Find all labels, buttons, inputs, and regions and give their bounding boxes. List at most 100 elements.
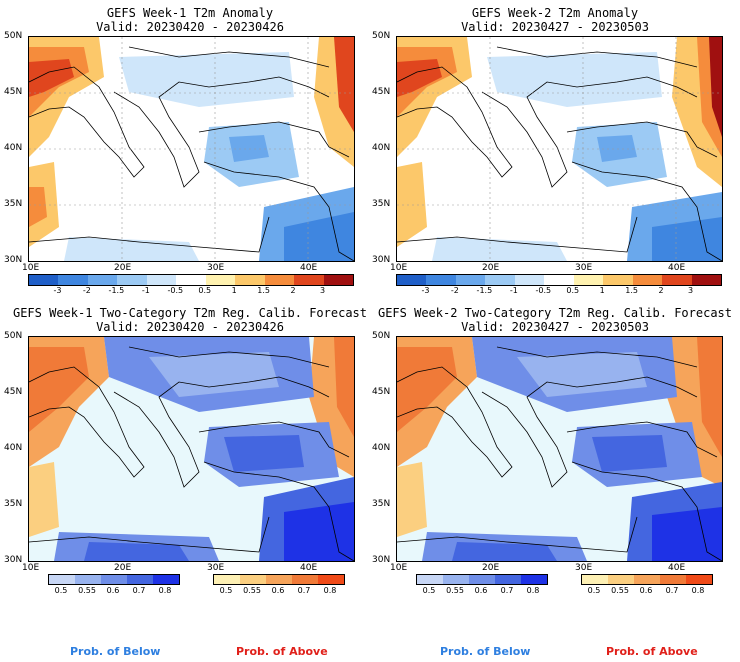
colorbar-swatch — [632, 275, 663, 285]
colorbar-label: 1.5 — [257, 286, 270, 295]
prob-above-label: Prob. of Above — [236, 645, 328, 658]
colorbar-swatch — [75, 575, 101, 584]
colorbar-swatch — [573, 275, 604, 285]
anomaly-colorbar-labels: -3 -2 -1.5 -1 -0.5 0.5 1 1.5 2 3 — [396, 286, 720, 296]
lon-tick-10e: 10E — [22, 263, 40, 273]
colorbar-swatch — [691, 275, 721, 285]
colorbar-label: 0.7 — [665, 586, 679, 595]
colorbar-swatch — [495, 575, 521, 584]
colorbar-swatch — [146, 275, 177, 285]
panel-title: GEFS Week-1 T2m Anomaly — [106, 6, 274, 20]
anomaly-map — [28, 36, 355, 262]
lon-tick-30e: 30E — [207, 563, 225, 573]
lon-tick-10e: 10E — [390, 263, 408, 273]
lat-tick-50n: 50N — [4, 331, 23, 341]
colorbar-label: 0.8 — [526, 586, 540, 595]
lon-tick-20e: 20E — [114, 563, 132, 573]
colorbar-label: 1.5 — [625, 286, 638, 295]
colorbar-label: 0.5 — [54, 586, 68, 595]
lon-tick-20e: 20E — [482, 563, 500, 573]
prob-above-label: Prob. of Above — [606, 645, 698, 658]
colorbar-label: 0.55 — [243, 586, 261, 595]
colorbar-label: 0.5 — [198, 286, 212, 295]
prob-above-colorbar-labels: 0.5 0.55 0.6 0.7 0.8 — [213, 586, 343, 596]
colorbar-swatch — [266, 575, 292, 584]
colorbar-swatch — [634, 575, 660, 584]
colorbar-label: -1.5 — [108, 286, 125, 295]
prob-below-colorbar-labels: 0.5 0.55 0.6 0.7 0.8 — [48, 586, 178, 596]
lat-tick-30n: 30N — [372, 255, 391, 265]
colorbar-label: -1 — [141, 286, 150, 295]
panel-title: GEFS Week-2 T2m Anomaly — [471, 6, 639, 20]
colorbar-swatch — [443, 575, 469, 584]
colorbar-label: -2 — [450, 286, 459, 295]
lon-tick-10e: 10E — [22, 563, 40, 573]
colorbar-swatch — [87, 275, 118, 285]
colorbar-swatch — [101, 575, 127, 584]
lon-tick-10e: 10E — [390, 563, 408, 573]
colorbar-swatch — [660, 575, 686, 584]
prob-below-label: Prob. of Below — [70, 645, 161, 658]
colorbar-label: 0.7 — [132, 586, 146, 595]
lat-tick-45n: 45N — [4, 87, 23, 97]
colorbar-label: 0.6 — [271, 586, 285, 595]
prob-below-label: Prob. of Below — [440, 645, 531, 658]
colorbar-label: -0.5 — [535, 286, 552, 295]
panel-valid-dates: Valid: 20230420 - 20230426 — [96, 320, 284, 334]
colorbar-swatch — [485, 275, 515, 285]
lat-tick-40n: 40N — [4, 443, 23, 453]
panel-valid-dates: Valid: 20230420 - 20230426 — [96, 20, 284, 34]
lat-tick-30n: 30N — [4, 555, 23, 565]
colorbar-label: -2 — [82, 286, 91, 295]
lon-tick-30e: 30E — [575, 563, 593, 573]
colorbar-label: 0.6 — [106, 586, 120, 595]
anomaly-colorbar — [396, 274, 722, 286]
lat-tick-45n: 45N — [4, 387, 23, 397]
lon-tick-40e: 40E — [668, 563, 686, 573]
panel-valid-dates: Valid: 20230427 - 20230503 — [461, 20, 649, 34]
colorbar-swatch — [49, 575, 75, 584]
prob-above-colorbar — [581, 574, 713, 585]
colorbar-label: 0.5 — [422, 586, 436, 595]
colorbar-swatch — [662, 275, 692, 285]
colorbar-swatch — [521, 575, 547, 584]
lon-tick-30e: 30E — [575, 263, 593, 273]
lat-tick-35n: 35N — [4, 499, 23, 509]
colorbar-swatch — [58, 275, 88, 285]
colorbar-label: 0.55 — [611, 586, 629, 595]
colorbar-swatch — [205, 275, 236, 285]
colorbar-swatch — [318, 575, 344, 584]
lat-tick-30n: 30N — [4, 255, 23, 265]
colorbar-swatch — [127, 575, 153, 584]
colorbar-label: 0.55 — [78, 586, 96, 595]
colorbar-swatch — [686, 575, 712, 584]
colorbar-swatch — [176, 275, 206, 285]
colorbar-label: -0.5 — [167, 286, 184, 295]
colorbar-label: 1 — [599, 286, 605, 295]
panel-title: GEFS Week-2 Two-Category T2m Reg. Calib.… — [377, 306, 732, 320]
colorbar-label: 1 — [231, 286, 237, 295]
panel-week2-anomaly: GEFS Week-2 T2m Anomaly Valid: 20230427 … — [370, 0, 740, 300]
probability-map — [396, 336, 723, 562]
lat-tick-35n: 35N — [4, 199, 23, 209]
colorbar-label: -1 — [509, 286, 518, 295]
colorbar-swatch — [214, 575, 240, 584]
lat-tick-50n: 50N — [4, 31, 23, 41]
lat-tick-30n: 30N — [372, 555, 391, 565]
colorbar-label: 0.6 — [474, 586, 488, 595]
colorbar-label: 0.8 — [158, 586, 172, 595]
colorbar-label: 3 — [687, 286, 694, 295]
prob-below-colorbar — [416, 574, 548, 585]
colorbar-swatch — [264, 275, 295, 285]
colorbar-swatch — [397, 275, 427, 285]
colorbar-swatch — [117, 275, 147, 285]
colorbar-label: -1.5 — [476, 286, 493, 295]
prob-below-colorbar-labels: 0.5 0.55 0.6 0.7 0.8 — [416, 586, 546, 596]
colorbar-swatch — [323, 275, 353, 285]
lat-tick-40n: 40N — [4, 143, 23, 153]
prob-above-colorbar — [213, 574, 345, 585]
panel-valid-dates: Valid: 20230427 - 20230503 — [461, 320, 649, 334]
colorbar-swatch — [582, 575, 608, 584]
lon-tick-20e: 20E — [114, 263, 132, 273]
anomaly-colorbar-labels: -3 -2 -1.5 -1 -0.5 0.5 1 1.5 2 3 — [28, 286, 352, 296]
